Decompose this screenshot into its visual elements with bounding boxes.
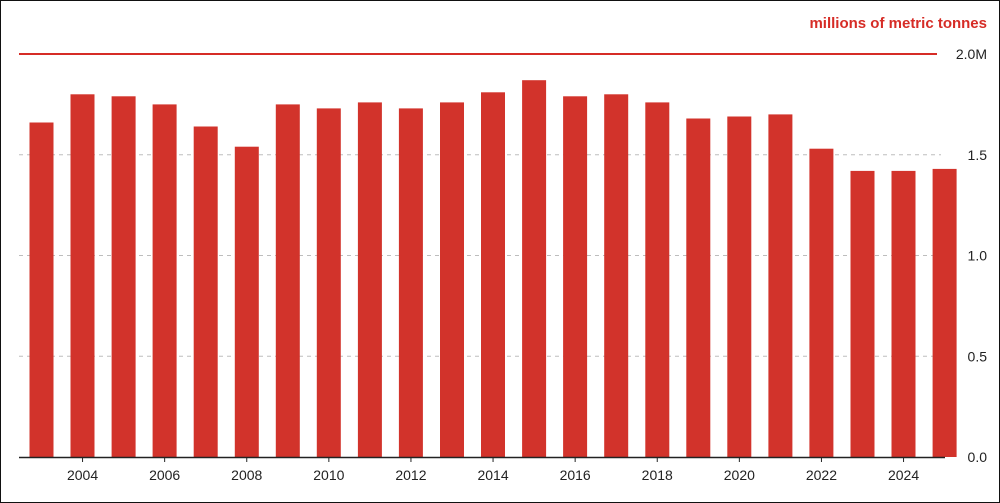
bar-2007 [193,126,218,457]
bar-2014 [481,92,505,458]
bar-2021 [768,114,793,458]
bar-2008 [234,146,259,457]
x-tick-label: 2008 [231,467,262,483]
bar-2022 [809,148,834,457]
bar-2018 [645,102,670,458]
x-tick-label: 2012 [395,467,426,483]
bar-2010 [316,108,341,458]
axes [19,456,945,462]
bar-2023 [850,170,875,457]
bar-2016 [563,96,588,458]
bar-2005 [111,96,136,458]
bar-2009 [275,104,300,458]
y-tick-label: 2.0M [956,46,987,62]
bar-2025 [932,168,957,457]
y-tick-label: 1.0 [968,248,988,264]
bar-2003 [29,122,54,457]
bar-2011 [357,102,382,458]
bar-2017 [604,94,629,458]
x-tick-label: 2018 [642,467,673,483]
x-tick-label: 2020 [724,467,755,483]
bar-2015 [522,80,547,457]
bar-2013 [440,102,464,458]
tick-labels: 0.0 0.5 1.0 1.5 2.0M 2004 2006 2008 2010 2012 2014… [67,46,987,483]
x-tick-label: 2014 [477,467,508,483]
y-tick-label: 0.0 [968,449,988,465]
y-tick-label: 0.5 [968,348,988,364]
bar-2020 [727,116,752,457]
x-tick-label: 2016 [560,467,591,483]
bar-2012 [398,108,423,458]
x-tick-label: 2024 [888,467,919,483]
y-tick-label: 1.5 [968,147,988,163]
bar-2004 [70,94,95,458]
x-tick-label: 2010 [313,467,344,483]
bar-2019 [686,118,711,457]
x-tick-label: 2004 [67,467,98,483]
x-tick-label: 2006 [149,467,180,483]
bar-2006 [152,104,177,458]
bar-2024 [891,170,916,457]
x-tick-label: 2022 [806,467,837,483]
bars [29,80,957,458]
unit-label: millions of metric tonnes [809,15,987,32]
